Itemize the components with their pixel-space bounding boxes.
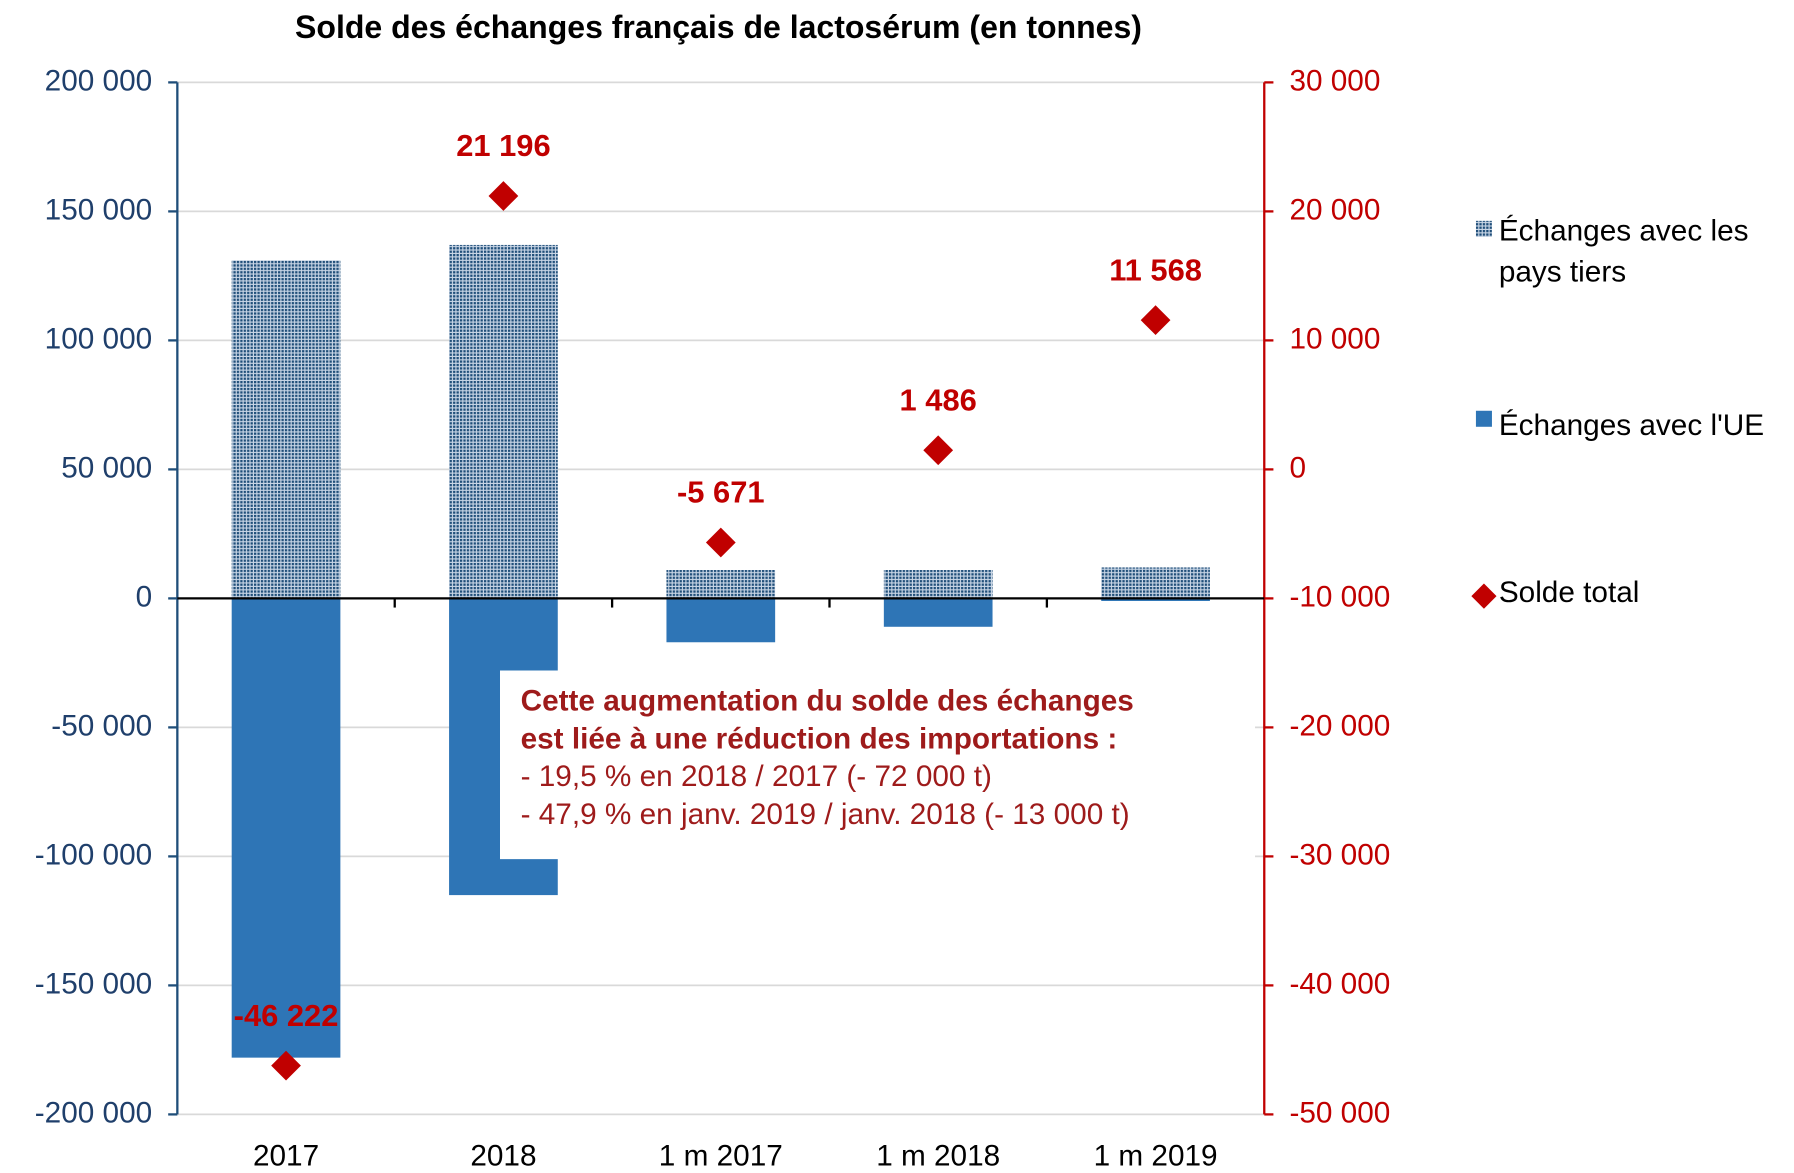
y-tick-label: -150 000 — [35, 967, 152, 1000]
annotation-line: - 47,9 % en janv. 2019 / janv. 2018 (- 1… — [520, 796, 1130, 831]
bar — [666, 598, 776, 643]
marker — [923, 435, 954, 466]
bar — [883, 570, 993, 599]
legend-marker — [1471, 583, 1497, 609]
data-label: -5 671 — [677, 475, 765, 510]
legend-swatch — [1475, 410, 1492, 427]
annotation: Cette augmentation du solde des échanges… — [499, 670, 1256, 860]
legend-entry: Échanges avec les pays tiers — [1498, 212, 1749, 289]
annotation-box: Cette augmentation du solde des échanges… — [499, 670, 1256, 860]
annotation-line: - 19,5 % en 2018 / 2017 (- 72 000 t) — [520, 758, 992, 793]
bar — [883, 598, 993, 627]
y2-tick-label: -40 000 — [1289, 967, 1390, 1000]
annotation-title: Cette augmentation du solde des échanges — [520, 683, 1134, 718]
x-tick-label: 1 m 2017 — [659, 1140, 783, 1173]
marker — [488, 181, 519, 211]
x-tick-label: 1 m 2018 — [876, 1140, 1000, 1173]
x-tick-label: 2017 — [253, 1140, 319, 1173]
y-tick-label: 0 — [136, 580, 153, 613]
data-label: 1 486 — [900, 382, 977, 417]
bar — [231, 260, 341, 599]
annotation-title: est liée à une réduction des importation… — [520, 720, 1118, 756]
data-label: 11 568 — [1109, 252, 1202, 287]
y-tick-label: -200 000 — [35, 1096, 152, 1129]
legend-label: Échanges avec l'UE — [1498, 407, 1765, 442]
y2-tick-label: 10 000 — [1289, 322, 1380, 355]
bar — [666, 570, 776, 599]
legend-entry: Solde total — [1498, 574, 1640, 609]
y-tick-label: 150 000 — [45, 193, 152, 226]
y2-tick-label: 20 000 — [1289, 193, 1380, 226]
chart-title: Solde des échanges français de lactoséru… — [295, 9, 1142, 45]
bar — [449, 244, 558, 599]
y-tick-label: 50 000 — [61, 451, 152, 484]
y2-tick-label: 30 000 — [1289, 64, 1380, 97]
legend-entry: Échanges avec l'UE — [1498, 407, 1765, 442]
legend-label: Échanges avec les pays tiers — [1498, 212, 1749, 289]
bar — [1101, 598, 1210, 601]
y2-tick-label: -30 000 — [1289, 838, 1390, 871]
y2-tick-label: -10 000 — [1289, 580, 1390, 613]
y-tick-label: -50 000 — [51, 709, 152, 742]
x-tick-label: 2018 — [470, 1140, 536, 1173]
marker — [1140, 305, 1171, 336]
data-label: 21 196 — [456, 128, 550, 163]
y2-tick-label: -20 000 — [1289, 709, 1390, 742]
marker — [271, 1050, 301, 1081]
y-tick-label: 200 000 — [45, 64, 152, 97]
legend-swatch — [1475, 220, 1492, 237]
bar — [231, 598, 341, 1058]
y-tick-label: 100 000 — [45, 322, 152, 355]
data-label: -46 222 — [234, 998, 339, 1033]
bar — [1101, 567, 1210, 599]
y-tick-label: -100 000 — [35, 838, 152, 871]
legend-label: Solde total — [1498, 574, 1640, 609]
y2-tick-label: 0 — [1289, 451, 1306, 484]
y2-tick-label: -50 000 — [1289, 1096, 1390, 1129]
x-tick-label: 1 m 2019 — [1094, 1140, 1218, 1173]
marker — [705, 527, 736, 558]
